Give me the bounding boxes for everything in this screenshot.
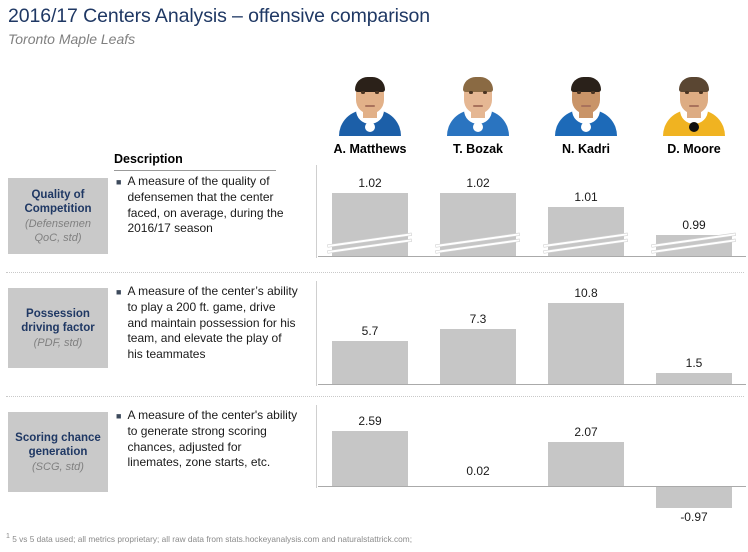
player-name: A. Matthews [333, 142, 407, 156]
player-name: T. Bozak [452, 142, 503, 156]
metric-label-title: Scoring chance generation [15, 431, 101, 458]
chart-bar [656, 372, 732, 384]
chart-bar-value-label: 0.02 [466, 464, 490, 478]
footnote-marker: 1 [6, 533, 10, 540]
description-column-label: Description [114, 152, 183, 166]
bullet-icon: ■ [116, 287, 122, 297]
chart-bar [548, 207, 624, 256]
metric-label-title: Possession driving factor [21, 307, 95, 334]
metric-row: Quality of Competition (Defensemen QoC, s… [0, 165, 748, 277]
player-headshot-icon [339, 66, 401, 136]
player-headshot-icon [555, 66, 617, 136]
description-column-header: Description [114, 152, 276, 171]
player-name: N. Kadri [562, 142, 610, 156]
chart-axis-line [318, 486, 746, 487]
metric-description-text: A measure of the center's ability to gen… [127, 408, 298, 470]
chart-bar-value-label: 0.99 [682, 218, 706, 232]
footnote: 1 5 vs 5 data used; all metrics propriet… [6, 531, 412, 545]
player-column: T. Bozak [424, 60, 532, 156]
metric-label-subtitle: (PDF, std) [33, 336, 83, 349]
metric-description: ■ A measure of the center's ability to ge… [116, 408, 298, 471]
chart-bar [548, 303, 624, 384]
player-headshot-icon [447, 66, 509, 136]
metric-bar-chart: 5.7 7.3 10.8 1.5 [316, 281, 748, 393]
chart-bar-value-label: 1.5 [685, 355, 703, 370]
player-column: D. Moore [640, 60, 748, 156]
metric-label-box: Scoring chance generation (SCG, std) [8, 412, 108, 492]
metric-label-box: Possession driving factor (PDF, std) [8, 288, 108, 368]
title-block: 2016/17 Centers Analysis – offensive com… [8, 4, 738, 49]
description-header-rule [114, 170, 276, 171]
player-column: A. Matthews [316, 60, 424, 156]
chart-left-border [316, 281, 317, 386]
chart-bar-value-label: 10.8 [574, 286, 598, 301]
player-headshot-icon [663, 66, 725, 136]
player-header-row: A. Matthews T. Bozak N. Kadri D. Moore [316, 60, 748, 156]
chart-bar-value-label: 1.01 [574, 190, 598, 204]
chart-left-border [316, 165, 317, 258]
footnote-text: 5 vs 5 data used; all metrics proprietar… [9, 533, 413, 544]
chart-bar-value-label: 2.07 [574, 424, 598, 439]
chart-axis-line [318, 256, 746, 257]
metric-label-box: Quality of Competition (Defensemen QoC, s… [8, 178, 108, 254]
chart-bar-value-label: 2.59 [358, 413, 382, 428]
player-name: D. Moore [667, 142, 721, 156]
chart-bar-value-label: 7.3 [469, 312, 487, 327]
row-separator [6, 272, 744, 273]
page-title: 2016/17 Centers Analysis – offensive com… [8, 5, 431, 27]
bullet-icon: ■ [116, 177, 122, 187]
metric-row: Possession driving factor (PDF, std) ■ A me… [0, 281, 748, 397]
chart-bar [332, 341, 408, 384]
metric-label-subtitle: (Defensemen QoC, std) [24, 217, 92, 244]
chart-bar [332, 193, 408, 256]
chart-bar [332, 430, 408, 486]
metric-bar-chart: 1.02 1.02 1.01 0.99 [316, 165, 748, 273]
chart-bar-value-label: -0.97 [680, 509, 708, 524]
metric-description-text: A measure of the center’s ability to pla… [127, 284, 298, 362]
metric-bar-chart: 2.59 0.02 2.07 -0.97 [316, 405, 748, 527]
chart-bar-value-label: 1.02 [358, 176, 382, 190]
page-subtitle: Toronto Maple Leafs [8, 31, 136, 47]
metric-description: ■ A measure of the center’s ability to pl… [116, 284, 298, 363]
chart-bar [440, 193, 516, 256]
metric-label-title: Quality of Competition [24, 188, 92, 215]
metric-description: ■ A measure of the quality of defensemen … [116, 174, 298, 237]
chart-left-border [316, 405, 317, 488]
chart-bar [548, 441, 624, 486]
chart-bar-value-label: 5.7 [361, 324, 379, 339]
player-column: N. Kadri [532, 60, 640, 156]
chart-bar [656, 235, 732, 256]
metric-label-subtitle: (SCG, std) [32, 460, 84, 473]
chart-bar [656, 487, 732, 508]
bullet-icon: ■ [116, 411, 122, 421]
chart-axis-line [318, 384, 746, 385]
metric-row: Scoring chance generation (SCG, std) ■ A me… [0, 405, 748, 530]
row-separator [6, 396, 744, 397]
chart-bar [440, 329, 516, 384]
chart-bar-value-label: 1.02 [466, 176, 490, 190]
metric-description-text: A measure of the quality of defensemen t… [127, 174, 284, 236]
